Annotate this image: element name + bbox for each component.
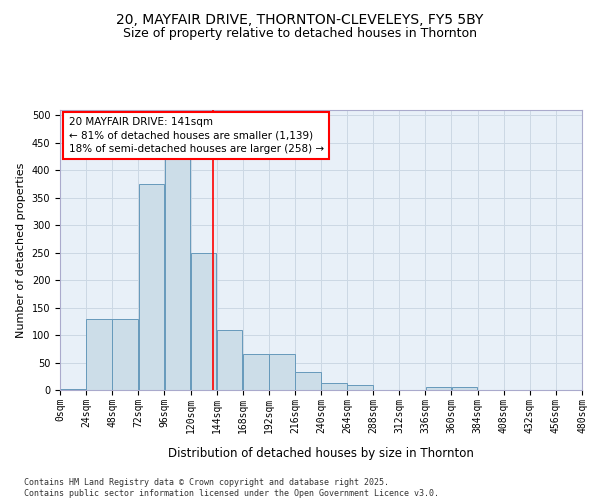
Bar bbox=[295, 372, 321, 390]
Bar bbox=[452, 388, 478, 390]
Bar bbox=[269, 354, 295, 390]
Text: Size of property relative to detached houses in Thornton: Size of property relative to detached ho… bbox=[123, 28, 477, 40]
Bar bbox=[60, 389, 86, 390]
Bar bbox=[217, 330, 242, 390]
Bar bbox=[425, 388, 451, 390]
Text: Distribution of detached houses by size in Thornton: Distribution of detached houses by size … bbox=[168, 448, 474, 460]
Bar bbox=[164, 160, 190, 390]
Bar bbox=[86, 318, 112, 390]
Bar bbox=[347, 385, 373, 390]
Bar bbox=[139, 184, 164, 390]
Y-axis label: Number of detached properties: Number of detached properties bbox=[16, 162, 26, 338]
Bar bbox=[112, 318, 138, 390]
Bar bbox=[191, 252, 217, 390]
Bar bbox=[321, 384, 347, 390]
Bar bbox=[243, 354, 269, 390]
Text: Contains HM Land Registry data © Crown copyright and database right 2025.
Contai: Contains HM Land Registry data © Crown c… bbox=[24, 478, 439, 498]
Text: 20, MAYFAIR DRIVE, THORNTON-CLEVELEYS, FY5 5BY: 20, MAYFAIR DRIVE, THORNTON-CLEVELEYS, F… bbox=[116, 12, 484, 26]
Text: 20 MAYFAIR DRIVE: 141sqm
← 81% of detached houses are smaller (1,139)
18% of sem: 20 MAYFAIR DRIVE: 141sqm ← 81% of detach… bbox=[69, 117, 324, 154]
